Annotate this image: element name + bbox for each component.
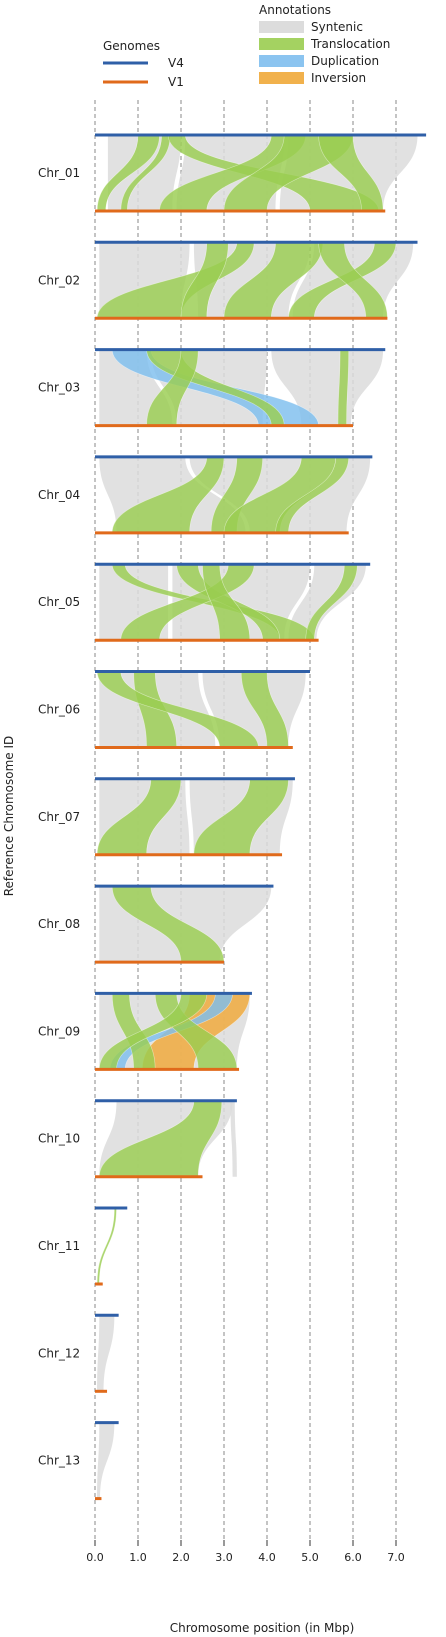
legend-translocation-swatch: [259, 38, 304, 50]
chromosome-label: Chr_07: [38, 810, 80, 824]
legend-genomes: Genomes V4 V1: [103, 39, 184, 89]
chromosome-bars: [95, 133, 427, 1501]
chromosome-label: Chr_06: [38, 703, 80, 717]
chromosome-label: Chr_03: [38, 381, 80, 395]
legend-inversion-label: Inversion: [311, 71, 366, 85]
legend-duplication-label: Duplication: [311, 54, 379, 68]
chromosome-label: Chr_04: [38, 488, 80, 502]
legend-annotations-title: Annotations: [259, 3, 331, 17]
x-tick-label: 4.0: [258, 1551, 276, 1564]
x-tick-label: 7.0: [387, 1551, 405, 1564]
chromosome-label: Chr_05: [38, 595, 80, 609]
x-tick-label: 0.0: [86, 1551, 104, 1564]
chromosome-label: Chr_13: [38, 1454, 80, 1468]
chromosome-labels: Chr_01 Chr_02 Chr_03 Chr_04 Chr_05 Chr_06 Chr_…: [38, 166, 80, 1468]
legend-annotations: Annotations Syntenic Translocation Dupli…: [259, 3, 390, 85]
legend-v1-label: V1: [168, 75, 184, 89]
x-tick-label: 5.0: [301, 1551, 319, 1564]
ribbons-layer: [96, 134, 418, 1499]
chromosome-label: Chr_09: [38, 1024, 80, 1038]
chromosome-label: Chr_10: [38, 1132, 80, 1146]
legend-v4-label: V4: [168, 56, 184, 70]
legend-syntenic-swatch: [259, 21, 304, 33]
ribbon-syntenic: [230, 1100, 237, 1177]
legend-syntenic-label: Syntenic: [311, 20, 363, 34]
chromosome-label: Chr_08: [38, 917, 80, 931]
x-axis: 0.0 1.0 2.0 3.0 4.0 5.0 6.0 7.0: [86, 1540, 405, 1564]
legend-inversion-swatch: [259, 72, 304, 84]
chromosome-label: Chr_11: [38, 1239, 80, 1253]
x-tick-label: 2.0: [172, 1551, 190, 1564]
x-tick-label: 3.0: [215, 1551, 233, 1564]
ribbon-translocation: [96, 1207, 117, 1285]
chromosome-label: Chr_12: [38, 1346, 80, 1360]
legend-duplication-swatch: [259, 55, 304, 67]
x-tick-label: 1.0: [129, 1551, 147, 1564]
ribbon-syntenic: [97, 1422, 115, 1499]
legend-genomes-title: Genomes: [103, 39, 160, 53]
x-axis-label: Chromosome position (in Mbp): [170, 1621, 355, 1635]
grid-lines: [94, 100, 397, 1540]
chromosome-label: Chr_01: [38, 166, 80, 180]
legend-translocation-label: Translocation: [310, 37, 390, 51]
y-axis-label: Reference Chromosome ID: [2, 736, 16, 897]
x-tick-label: 6.0: [344, 1551, 362, 1564]
chromosome-label: Chr_02: [38, 273, 80, 287]
ribbon-syntenic: [97, 1315, 115, 1392]
